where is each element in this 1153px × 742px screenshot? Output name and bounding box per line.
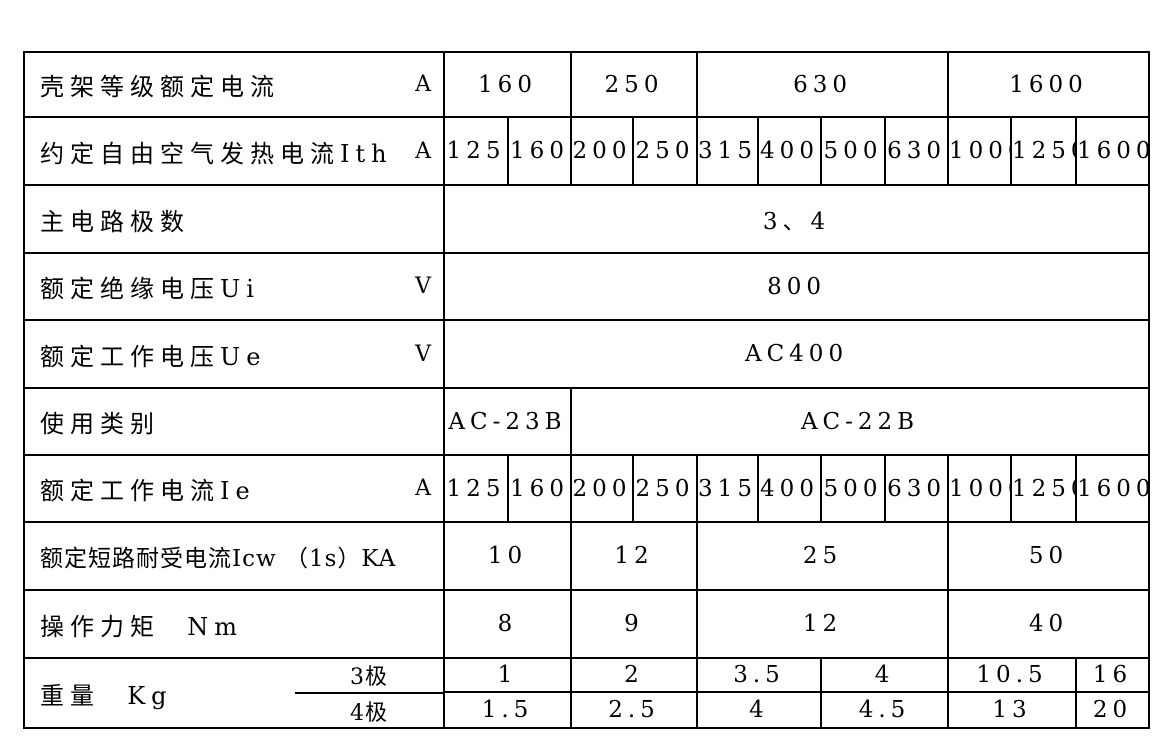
cell-ith: 630 [883,116,950,186]
row-thermal-current: 约定自由空气发热电流Ith A 125 160 200 250 315 400 … [23,116,1151,186]
row-label-text: 主电路极数 [40,207,190,236]
cell-icw: 12 [570,521,698,591]
row-insulation-voltage: 额定绝缘电压Ui V 800 [23,252,1151,321]
cell-weight-3pole: 16 [1075,656,1151,694]
cell-ie: 250 [632,454,698,523]
cell-ith: 400 [757,116,822,186]
cell-weight-4pole: 2.5 [570,691,698,729]
row-label-text: 额定工作电流Ie [40,477,256,505]
cell-ith: 1000 [947,116,1013,186]
cell-weight-4pole: 4.5 [819,691,950,729]
cell-weight-3pole: 1 [443,656,572,694]
cell-torque: 8 [443,589,572,659]
cell-weight-3pole: 2 [570,656,698,694]
row-poles: 主电路极数 3、4 [23,184,1151,254]
row-weight-3pole: 重量 Kg 3极 4极 1 2 3.5 4 10.5 16 [23,656,1151,729]
cell-ie: 200 [570,454,634,523]
cell-torque: 40 [947,589,1151,659]
cell-ie: 125 [443,454,509,523]
cell-ith: 1600 [1075,116,1151,186]
cell-icw: 50 [947,521,1151,591]
cell-icw: 10 [443,521,572,591]
pole3-label: 3极 [295,660,442,694]
row-short-circuit-withstand: 额定短路耐受电流Icw （1s）KA 10 12 25 50 [23,521,1151,591]
cell-ie: 500 [820,454,886,523]
cell-ie: 315 [696,454,759,523]
cell-torque: 9 [570,589,698,659]
row-unit: V [415,274,431,299]
row-label-text: 操作力矩 Nm [40,612,244,641]
cell-category-ac22b: AC-22B [569,387,1151,456]
cell-weight-4pole: 4 [696,691,822,729]
row-operating-torque: 操作力矩 Nm 8 9 12 40 [23,589,1151,659]
row-unit: A [415,138,431,164]
cell-weight-4pole: 20 [1075,691,1151,729]
row-unit: A [415,476,431,501]
row-label-text: 重量 Kg [40,681,173,710]
row-label-thermal-current: 约定自由空气发热电流Ith A [23,116,445,186]
row-label-operating-torque: 操作力矩 Nm [23,589,445,659]
row-label-text: 壳架等级额定电流 [40,73,280,101]
cell-ie: 1000 [947,454,1013,523]
row-unit: V [415,341,431,367]
cell-ie: 630 [883,454,950,523]
cell-weight-4pole: 1.5 [443,691,572,729]
cell-ie: 400 [757,454,822,523]
cell-icw: 25 [695,521,950,591]
row-label-poles: 主电路极数 [23,184,445,254]
row-label-working-current: 额定工作电流Ie A [23,454,445,523]
cell-ie: 1250 [1010,454,1078,523]
row-label-text: 约定自由空气发热电流Ith [40,139,393,168]
row-label-frame-current: 壳架等级额定电流 A [23,51,445,118]
cell-frame-1600: 1600 [947,51,1151,118]
cell-ith: 250 [632,116,698,186]
cell-category-ac23b: AC-23B [443,387,572,456]
cell-torque: 12 [695,589,950,659]
cell-ith: 500 [820,116,886,186]
row-frame-current: 壳架等级额定电流 A 160 250 630 1600 [23,51,1151,118]
cell-frame-250: 250 [570,51,698,118]
row-working-current: 额定工作电流Ie A 125 160 200 250 315 400 500 6… [23,454,1151,523]
row-label-insulation-voltage: 额定绝缘电压Ui V [23,252,445,321]
row-label-text: 使用类别 [40,410,160,438]
cell-ith: 125 [443,116,509,186]
cell-weight-4pole: 13 [947,691,1078,729]
row-label-weight: 重量 Kg 3极 4极 [23,657,445,729]
row-label-short-circuit-withstand: 额定短路耐受电流Icw （1s）KA [23,521,445,591]
cell-frame-160: 160 [443,51,572,118]
pole4-label: 4极 [350,701,388,726]
cell-ith: 315 [696,116,759,186]
cell-ith: 200 [570,116,634,186]
row-working-voltage: 额定工作电压Ue V AC400 [23,319,1151,389]
row-label-utilization-category: 使用类别 [23,387,445,456]
cell-ith: 160 [507,116,572,186]
cell-ue-value: AC400 [442,319,1151,389]
spec-table: 壳架等级额定电流 A 160 250 630 1600 约定自由空气发热电流It… [23,51,1151,729]
cell-frame-630: 630 [695,51,950,118]
row-utilization-category: 使用类别 AC-23B AC-22B [23,387,1151,456]
cell-weight-3pole: 4 [819,656,950,694]
cell-weight-3pole: 3.5 [696,656,822,694]
row-label-text: 额定短路耐受电流Icw （1s）KA [40,546,397,572]
pole-fraction: 3极 4极 [295,660,442,726]
cell-ie: 1600 [1075,454,1151,523]
row-label-working-voltage: 额定工作电压Ue V [23,319,445,389]
row-label-text: 额定工作电压Ue [40,342,267,371]
row-unit: A [415,72,431,97]
row-weight-4pole: 1.5 2.5 4 4.5 13 20 [24,691,1151,729]
cell-ith: 1250 [1010,116,1078,186]
cell-ui-value: 800 [442,252,1151,321]
cell-ie: 160 [507,454,572,523]
cell-poles-value: 3、4 [442,184,1151,254]
row-label-text: 额定绝缘电压Ui [40,275,260,303]
cell-weight-3pole: 10.5 [947,656,1078,694]
